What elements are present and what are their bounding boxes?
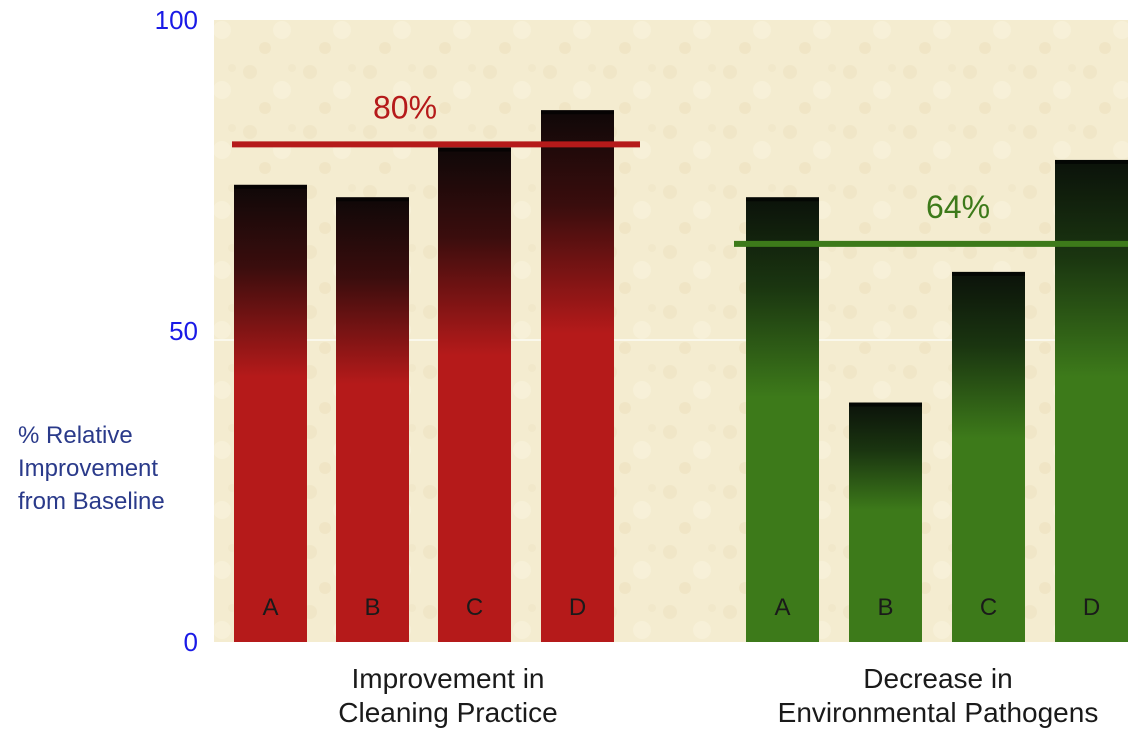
bar-cleaning-b <box>336 197 409 642</box>
y-axis-ticks: 0 50 100 <box>155 5 198 657</box>
bar-cap <box>234 184 307 189</box>
bar-cleaning-c <box>438 147 511 642</box>
reference-label: 64% <box>926 189 990 225</box>
reference-lines: 80% 64% <box>232 89 1128 247</box>
y-axis-label-line: Improvement <box>18 455 158 482</box>
bar-cap <box>1055 159 1128 164</box>
y-tick-label: 50 <box>169 316 198 346</box>
bar-category-label: A <box>262 594 278 621</box>
bar-cap <box>438 147 511 152</box>
group-label-line: Improvement in <box>352 663 545 694</box>
group-label-line: Decrease in <box>863 663 1012 694</box>
bar-cleaning-d <box>541 110 614 642</box>
bar-cap <box>336 197 409 202</box>
y-tick-label: 0 <box>184 627 198 657</box>
group-label-line: Environmental Pathogens <box>778 697 1099 728</box>
bar-cap <box>746 197 819 202</box>
bar-cleaning-a <box>234 184 307 642</box>
y-axis-label: % Relative Improvement from Baseline <box>18 422 165 515</box>
y-axis-label-line: from Baseline <box>18 488 165 515</box>
bar-cap <box>952 271 1025 276</box>
bar-cap <box>849 402 922 407</box>
bar-pathogens-d <box>1055 159 1128 642</box>
bar-category-label: C <box>980 594 997 621</box>
bar-pathogens-b <box>849 402 922 642</box>
bar-category-label: D <box>1083 594 1100 621</box>
bar-category-label: A <box>774 594 790 621</box>
y-axis-label-line: % Relative <box>18 422 133 449</box>
bar-category-label: B <box>877 594 893 621</box>
bar-category-label: D <box>569 594 586 621</box>
group-label-line: Cleaning Practice <box>338 697 557 728</box>
y-tick-label: 100 <box>155 5 198 35</box>
bar-pathogens-c <box>952 271 1025 642</box>
bar-pathogens-a <box>746 197 819 642</box>
reference-label: 80% <box>373 89 437 125</box>
bar-category-label: B <box>364 594 380 621</box>
bar-category-label: C <box>466 594 483 621</box>
bar-cap <box>541 110 614 115</box>
